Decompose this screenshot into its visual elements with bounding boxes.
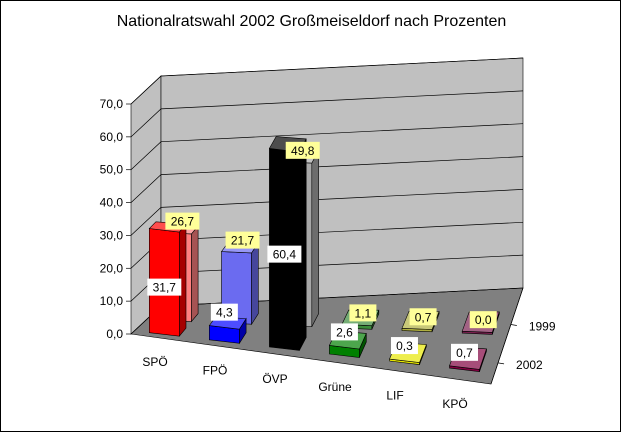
- category-label: SPÖ: [142, 355, 167, 369]
- data-labels: 26,7 21,7 49,8 1,1 0,7 0,0 31,7 4,3 60,4 2,6 0,3 0,…: [147, 141, 497, 361]
- data-label-box: [451, 343, 479, 361]
- series-label: 1999: [529, 319, 556, 333]
- data-label-box: [147, 278, 182, 296]
- data-label-box: [165, 212, 200, 230]
- data-label: 60,4: [273, 248, 297, 262]
- bar-side: [299, 138, 307, 351]
- data-label-box: [330, 323, 358, 341]
- data-label: 0,0: [475, 313, 492, 327]
- y-axis-ticks: 0,0 10,0 20,0 30,0 40,0 50,0 60,0 70,0: [100, 97, 124, 341]
- category-label: Grüne: [318, 380, 352, 394]
- y-tick-label: 30,0: [100, 228, 124, 242]
- data-label: 31,7: [153, 281, 177, 295]
- category-label: LIF: [386, 389, 403, 403]
- bar-side: [251, 241, 259, 326]
- data-label: 1,1: [355, 306, 372, 320]
- data-label: 21,7: [231, 234, 255, 248]
- data-label: 0,3: [396, 339, 413, 353]
- data-label-box: [285, 141, 320, 159]
- x-axis-categories: SPÖ FPÖ ÖVP Grüne LIF KPÖ: [142, 355, 467, 411]
- data-label: 26,7: [171, 215, 195, 229]
- gridline: [130, 123, 524, 170]
- gridline: [130, 189, 524, 236]
- y-tick-label: 50,0: [100, 163, 124, 177]
- data-label-box: [409, 308, 437, 326]
- data-label-box: [390, 337, 418, 355]
- category-label: KPÖ: [442, 397, 467, 411]
- chart-title: Nationalratswahl 2002 Großmeiseldorf nac…: [116, 13, 507, 30]
- y-tick-label: 10,0: [100, 294, 124, 308]
- bar-2002-ÖVP: [268, 136, 307, 351]
- series-label: 2002: [516, 358, 543, 372]
- y-tick-label: 0,0: [106, 327, 123, 341]
- category-label: ÖVP: [262, 372, 287, 386]
- data-label: 49,8: [291, 144, 315, 158]
- y-tick-label: 40,0: [100, 196, 124, 210]
- data-label-box: [210, 303, 238, 321]
- data-label: 2,6: [336, 325, 353, 339]
- depth-tick: [510, 324, 517, 326]
- data-label-box: [225, 231, 260, 249]
- bar-side: [311, 149, 319, 327]
- data-label: 0,7: [456, 346, 473, 360]
- data-label-box: [267, 245, 302, 263]
- back-wall: [160, 57, 524, 307]
- depth-axis-line: [490, 287, 524, 385]
- y-tick-label: 70,0: [100, 97, 124, 111]
- depth-tick: [497, 362, 505, 365]
- y-tick-label: 20,0: [100, 261, 124, 275]
- gridline: [130, 57, 524, 105]
- data-label: 4,3: [216, 306, 233, 320]
- gridline: [130, 90, 524, 138]
- data-label-box: [349, 304, 377, 322]
- category-label: FPÖ: [203, 364, 228, 378]
- gridline: [130, 156, 524, 203]
- data-label: 0,7: [415, 310, 432, 324]
- bar-side: [191, 225, 199, 323]
- y-tick-label: 60,0: [100, 130, 124, 144]
- depth-axis-series-labels: 1999 2002: [490, 287, 556, 385]
- data-label-box: [469, 311, 497, 329]
